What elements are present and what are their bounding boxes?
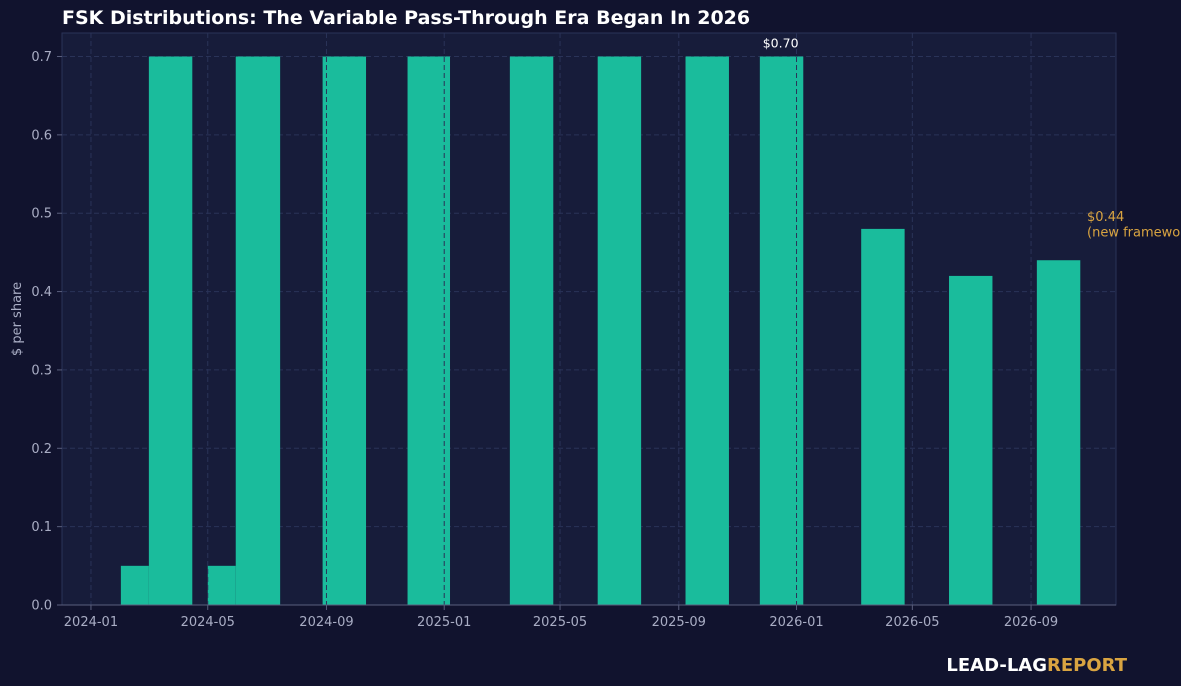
- bar: [861, 228, 905, 605]
- y-axis-label: $ per share: [10, 282, 25, 356]
- x-tick-label: 2025-09: [652, 615, 706, 630]
- data-annotation: (new framework): [1087, 226, 1181, 241]
- data-annotation: $0.44: [1087, 210, 1124, 225]
- chart-title: FSK Distributions: The Variable Pass-Thr…: [62, 7, 750, 29]
- bar: [407, 56, 451, 606]
- y-tick-label: 0.1: [31, 520, 52, 535]
- brand-logo: LEAD-LAGREPORT: [946, 655, 1127, 676]
- y-ticks: 0.0 0.1 0.2 0.3 0.4 0.5 0.6 0.7: [31, 50, 62, 614]
- x-tick-label: 2026-01: [769, 615, 823, 630]
- bars: [120, 56, 1081, 606]
- bar: [207, 565, 236, 605]
- x-tick-label: 2026-09: [1004, 615, 1058, 630]
- bar: [509, 56, 554, 606]
- x-tick-label: 2024-09: [299, 615, 353, 630]
- bar: [685, 56, 729, 606]
- y-tick-label: 0.5: [31, 207, 52, 222]
- annotations: $0.70 $0.44(new framework): [763, 36, 1181, 241]
- y-tick-label: 0.2: [31, 442, 52, 457]
- y-tick-label: 0.0: [31, 599, 52, 614]
- vertical-grid: [90, 33, 1032, 605]
- bar: [148, 56, 193, 606]
- x-ticks: 2024-01 2024-05 2024-09 2025-01 2025-05 2025-…: [64, 605, 1058, 630]
- y-tick-label: 0.3: [31, 363, 52, 378]
- x-tick-label: 2025-01: [417, 615, 471, 630]
- bar: [949, 275, 993, 605]
- x-tick-label: 2025-05: [533, 615, 587, 630]
- x-tick-label: 2026-05: [885, 615, 939, 630]
- y-tick-label: 0.7: [31, 50, 52, 65]
- bar: [1036, 260, 1081, 605]
- x-tick-label: 2024-05: [181, 615, 235, 630]
- bar: [120, 565, 149, 605]
- data-annotation: $0.70: [763, 36, 799, 51]
- brand-part2: REPORT: [1047, 655, 1128, 676]
- bar: [322, 56, 367, 606]
- bar: [235, 56, 281, 606]
- x-tick-label: 2024-01: [64, 615, 118, 630]
- y-tick-label: 0.4: [31, 285, 52, 300]
- brand-part1: LEAD-LAG: [946, 655, 1047, 676]
- y-tick-label: 0.6: [31, 128, 52, 143]
- bar: [597, 56, 642, 606]
